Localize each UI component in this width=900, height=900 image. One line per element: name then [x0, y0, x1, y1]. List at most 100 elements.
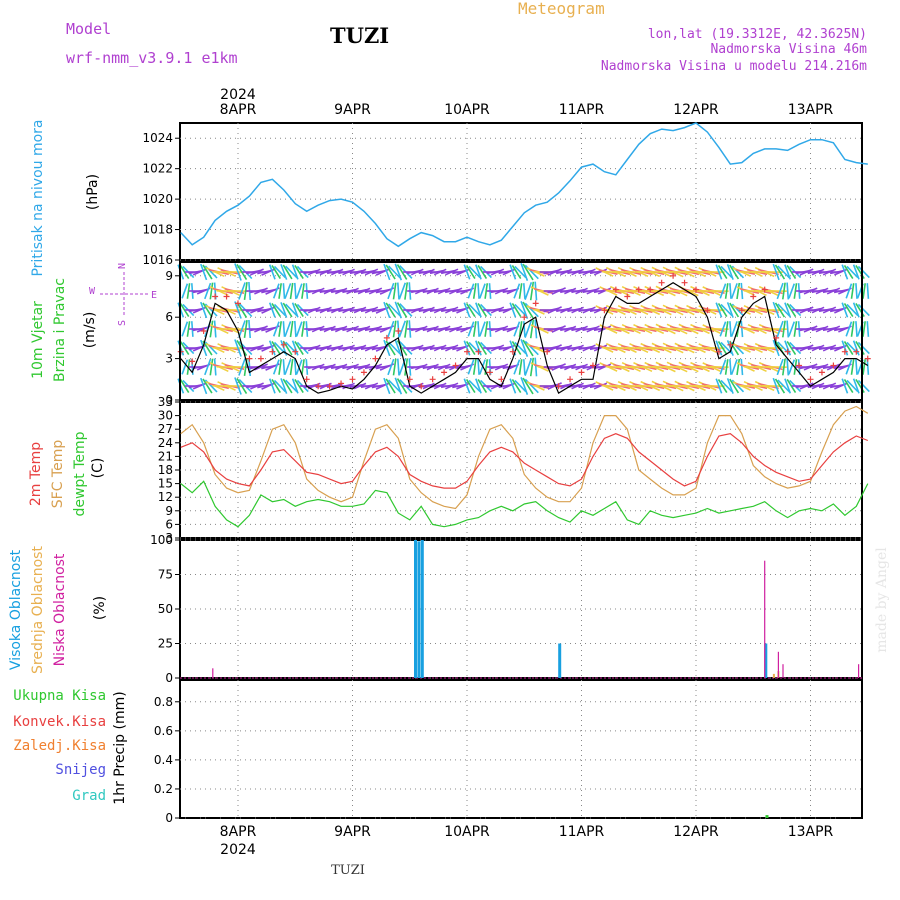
wind-arrow: [730, 321, 738, 337]
cloud-ylabel-2: Srednja Oblacnost: [30, 546, 46, 674]
wind-arrow: [522, 301, 534, 319]
temp-unit: (C): [90, 458, 106, 479]
wind-arrow: [181, 321, 189, 337]
pressure-panel: 1016 1018 1020 1022 1024: [142, 122, 868, 267]
wind-arrow: [209, 358, 214, 376]
wind-arrow: [514, 265, 527, 279]
wind-arrow: [392, 282, 397, 300]
wind-arrow: [272, 321, 280, 337]
wind-arrow: [784, 378, 792, 394]
wind-arrow: [782, 358, 786, 376]
t2m-line: [180, 433, 869, 489]
wind-arrow: [280, 378, 288, 394]
wind-arrow: [522, 339, 534, 357]
wind-arrow: [726, 264, 734, 280]
cloud-ylabel-1: Visoka Oblacnost: [8, 549, 24, 670]
wind-arrow: [509, 264, 517, 280]
wind-arrow: [855, 283, 858, 299]
wind-arrow: [717, 302, 728, 318]
y-tick-label: 0.6: [154, 724, 173, 738]
wind-arrow: [774, 378, 786, 394]
gust-marker: [704, 307, 711, 314]
gust-marker: [818, 369, 825, 376]
top-date-12APR: 12APR: [673, 102, 719, 118]
precip-bar: [765, 815, 769, 818]
gust-marker: [864, 355, 871, 362]
wind-arrow: [396, 378, 408, 394]
wind-arrow: [597, 363, 612, 371]
wind-arrow: [784, 302, 792, 318]
wind-arrow: [782, 320, 786, 338]
wind-arrow: [271, 378, 281, 394]
wind-arrow: [456, 268, 471, 276]
wind-arrow: [467, 283, 475, 299]
cloud-unit: (%): [92, 596, 108, 620]
gust-marker: [681, 279, 688, 286]
wind-arrow: [294, 302, 304, 318]
gust-marker: [715, 348, 722, 355]
wind-arrow: [289, 320, 294, 338]
wind-arrow: [788, 359, 796, 375]
wind-arrow: [289, 358, 294, 376]
y-tick-label: 100: [150, 533, 173, 547]
y-tick-label: 50: [158, 602, 173, 616]
wind-arrow: [534, 281, 538, 301]
precip-ylabel: 1hr Precip (mm): [112, 691, 128, 804]
gust-marker: [521, 314, 528, 321]
wind-arrow: [394, 263, 403, 281]
wind-arrow: [179, 302, 190, 318]
panel-frame: [179, 679, 863, 819]
wind-arrow: [834, 344, 848, 352]
cloud-bar: [764, 560, 766, 678]
cloud-bar: [417, 541, 421, 678]
y-tick-label: 0: [165, 393, 173, 407]
wind-arrow: [465, 340, 476, 356]
wind-arrow: [273, 265, 286, 279]
compass-rose: N W E S: [89, 263, 157, 326]
wind-unit: (m/s): [82, 312, 98, 349]
y-tick-label: 25: [158, 637, 173, 651]
wind-arrow: [278, 321, 282, 337]
gust-marker: [544, 348, 551, 355]
cloud-bar: [777, 651, 779, 678]
gust-marker: [738, 307, 745, 314]
wind-arrow: [179, 378, 190, 394]
wind-arrow: [301, 321, 305, 337]
wind-arrow: [271, 302, 281, 318]
gust-marker: [475, 348, 482, 355]
wind-arrow: [268, 340, 276, 356]
gust-marker: [212, 293, 219, 300]
wind-arrow: [520, 339, 529, 357]
y-tick-label: 24: [158, 436, 173, 450]
wind-arrow: [524, 320, 533, 338]
wind-arrow: [272, 359, 280, 375]
y-tick-label: 6: [165, 310, 173, 324]
wind-arrow: [776, 358, 784, 376]
wind-arrow: [720, 379, 733, 393]
wind-arrow: [514, 341, 527, 355]
wind-arrow: [529, 357, 535, 377]
gust-marker: [589, 362, 596, 369]
precip-legend-item: Grad: [72, 788, 106, 804]
wind-arrow: [793, 321, 798, 337]
wind-arrow: [301, 359, 305, 375]
wind-arrow: [724, 321, 729, 337]
gust-marker: [464, 348, 470, 355]
y-tick-label: 0: [165, 811, 173, 825]
y-tick-label: 1020: [142, 192, 173, 206]
wind-arrow: [729, 302, 740, 318]
wind-arrow: [774, 264, 786, 280]
wind-arrow: [282, 302, 293, 318]
station-title: TUZI: [330, 23, 389, 48]
wind-arrow: [289, 282, 294, 300]
wind-arrow: [720, 265, 733, 279]
wind-arrow: [280, 264, 288, 280]
gust-marker: [315, 383, 322, 390]
wind-arrow: [852, 378, 860, 394]
wind-arrow: [477, 302, 488, 318]
wind-arrow: [234, 301, 242, 319]
cloud-bar: [772, 673, 775, 678]
y-tick-label: 6: [165, 517, 173, 531]
wind-arrow: [786, 320, 790, 338]
